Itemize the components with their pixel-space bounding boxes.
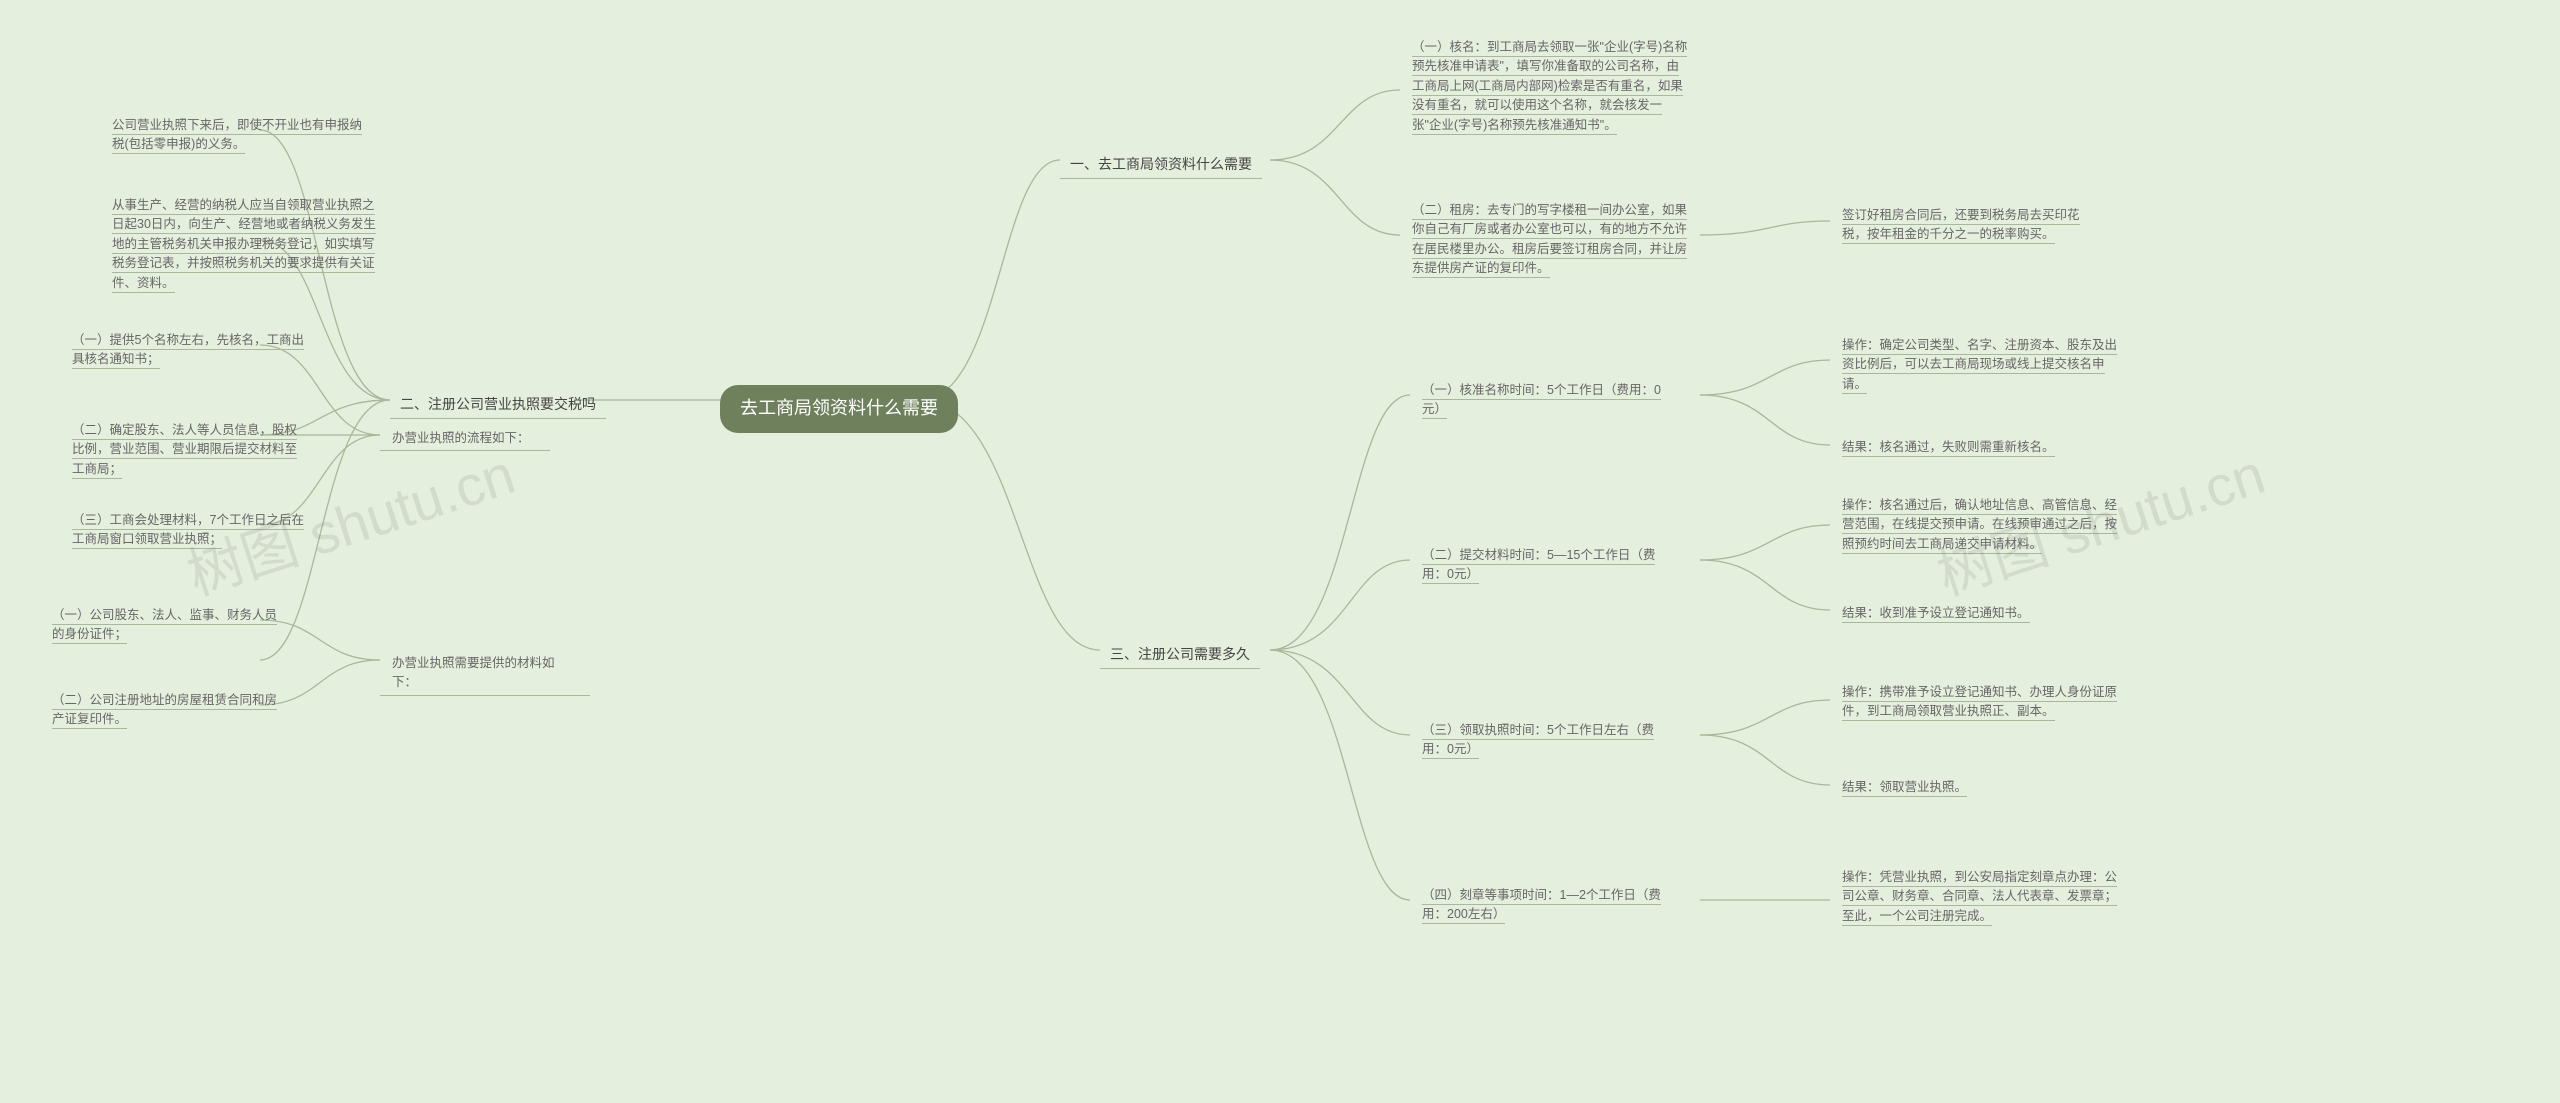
p1-i3: （三）工商会处理材料，7个工作日之后在工商局窗口领取营业执照； — [60, 505, 320, 556]
branch-3[interactable]: 三、注册公司需要多久 — [1100, 638, 1260, 669]
p1-i3-text: （三）工商会处理材料，7个工作日之后在工商局窗口领取营业执照； — [72, 513, 304, 549]
s2-op-text: 操作：核名通过后，确认地址信息、高管信息、经营范围，在线提交预申请。在线预审通过… — [1842, 498, 2117, 554]
p2-i1-text: （一）公司股东、法人、监事、财务人员的身份证件； — [52, 608, 277, 644]
s2-op: 操作：核名通过后，确认地址信息、高管信息、经营范围，在线提交预申请。在线预审通过… — [1830, 490, 2140, 560]
p2-i1: （一）公司股东、法人、监事、财务人员的身份证件； — [40, 600, 300, 651]
p1-i2-text: （二）确定股东、法人等人员信息，股权比例，营业范围、营业期限后提交材料至工商局； — [72, 423, 297, 479]
b2-p1-title: 办营业执照的流程如下： — [380, 423, 550, 451]
s4-op-text: 操作：凭营业执照，到公安局指定刻章点办理：公司公章、财务章、合同章、法人代表章、… — [1842, 870, 2117, 926]
branch-1[interactable]: 一、去工商局领资料什么需要 — [1060, 148, 1262, 179]
s4-op: 操作：凭营业执照，到公安局指定刻章点办理：公司公章、财务章、合同章、法人代表章、… — [1830, 862, 2140, 932]
b1-c1-text: （一）核名：到工商局去领取一张"企业(字号)名称预先核准申请表"，填写你准备取的… — [1412, 40, 1687, 135]
b2-t2: 从事生产、经营的纳税人应当自领取营业执照之日起30日内，向生产、经营地或者纳税义… — [100, 190, 390, 299]
branch-2-label: 二、注册公司营业执照要交税吗 — [400, 396, 596, 412]
s3-title: （三）领取执照时间：5个工作日左右（费用：0元） — [1410, 715, 1690, 766]
p1-i1-text: （一）提供5个名称左右，先核名，工商出具核名通知书； — [72, 333, 304, 369]
s1-title: （一）核准名称时间：5个工作日（费用：0元） — [1410, 375, 1690, 426]
p2-i2: （二）公司注册地址的房屋租赁合同和房产证复印件。 — [40, 685, 300, 736]
b2-p2-title: 办营业执照需要提供的材料如下： — [380, 648, 590, 696]
s2-title-text: （二）提交材料时间：5—15个工作日（费用：0元） — [1422, 548, 1655, 584]
s3-title-text: （三）领取执照时间：5个工作日左右（费用：0元） — [1422, 723, 1654, 759]
s3-res-text: 结果：领取营业执照。 — [1842, 780, 1967, 797]
b1-c1: （一）核名：到工商局去领取一张"企业(字号)名称预先核准申请表"，填写你准备取的… — [1400, 32, 1700, 141]
s1-res: 结果：核名通过，失败则需重新核名。 — [1830, 432, 2067, 463]
s2-title: （二）提交材料时间：5—15个工作日（费用：0元） — [1410, 540, 1690, 591]
branch-2[interactable]: 二、注册公司营业执照要交税吗 — [390, 388, 606, 419]
p2-i2-text: （二）公司注册地址的房屋租赁合同和房产证复印件。 — [52, 693, 277, 729]
b2-t1: 公司营业执照下来后，即使不开业也有申报纳税(包括零申报)的义务。 — [100, 110, 380, 161]
root-label: 去工商局领资料什么需要 — [740, 398, 938, 418]
b1-c2: （二）租房：去专门的写字楼租一间办公室，如果你自己有厂房或者办公室也可以，有的地… — [1400, 195, 1700, 285]
s4-title: （四）刻章等事项时间：1—2个工作日（费用：200左右） — [1410, 880, 1690, 931]
mindmap-canvas: 去工商局领资料什么需要 一、去工商局领资料什么需要 （一）核名：到工商局去领取一… — [0, 0, 2560, 1103]
b1-c2-extra-text: 签订好租房合同后，还要到税务局去买印花税，按年租金的千分之一的税率购买。 — [1842, 208, 2080, 244]
s1-title-text: （一）核准名称时间：5个工作日（费用：0元） — [1422, 383, 1661, 419]
connector-layer — [0, 0, 2560, 1103]
s4-title-text: （四）刻章等事项时间：1—2个工作日（费用：200左右） — [1422, 888, 1661, 924]
b2-p1-title-text: 办营业执照的流程如下： — [392, 431, 530, 445]
s3-op-text: 操作：携带准予设立登记通知书、办理人身份证原件，到工商局领取营业执照正、副本。 — [1842, 685, 2117, 721]
p1-i2: （二）确定股东、法人等人员信息，股权比例，营业范围、营业期限后提交材料至工商局； — [60, 415, 320, 485]
p1-i1: （一）提供5个名称左右，先核名，工商出具核名通知书； — [60, 325, 320, 376]
s1-res-text: 结果：核名通过，失败则需重新核名。 — [1842, 440, 2055, 457]
root-node[interactable]: 去工商局领资料什么需要 — [720, 385, 958, 433]
branch-1-label: 一、去工商局领资料什么需要 — [1070, 156, 1252, 172]
s1-op: 操作：确定公司类型、名字、注册资本、股东及出资比例后，可以去工商局现场或线上提交… — [1830, 330, 2130, 400]
b2-t1-text: 公司营业执照下来后，即使不开业也有申报纳税(包括零申报)的义务。 — [112, 118, 362, 154]
b1-c2-extra: 签订好租房合同后，还要到税务局去买印花税，按年租金的千分之一的税率购买。 — [1830, 200, 2110, 251]
s2-res-text: 结果：收到准予设立登记通知书。 — [1842, 606, 2030, 623]
s3-res: 结果：领取营业执照。 — [1830, 772, 1979, 803]
s1-op-text: 操作：确定公司类型、名字、注册资本、股东及出资比例后，可以去工商局现场或线上提交… — [1842, 338, 2117, 394]
s2-res: 结果：收到准予设立登记通知书。 — [1830, 598, 2042, 629]
b2-p2-title-text: 办营业执照需要提供的材料如下： — [392, 656, 555, 689]
s3-op: 操作：携带准予设立登记通知书、办理人身份证原件，到工商局领取营业执照正、副本。 — [1830, 677, 2130, 728]
b1-c2-text: （二）租房：去专门的写字楼租一间办公室，如果你自己有厂房或者办公室也可以，有的地… — [1412, 203, 1687, 278]
b2-t2-text: 从事生产、经营的纳税人应当自领取营业执照之日起30日内，向生产、经营地或者纳税义… — [112, 198, 376, 293]
branch-3-label: 三、注册公司需要多久 — [1110, 646, 1250, 662]
